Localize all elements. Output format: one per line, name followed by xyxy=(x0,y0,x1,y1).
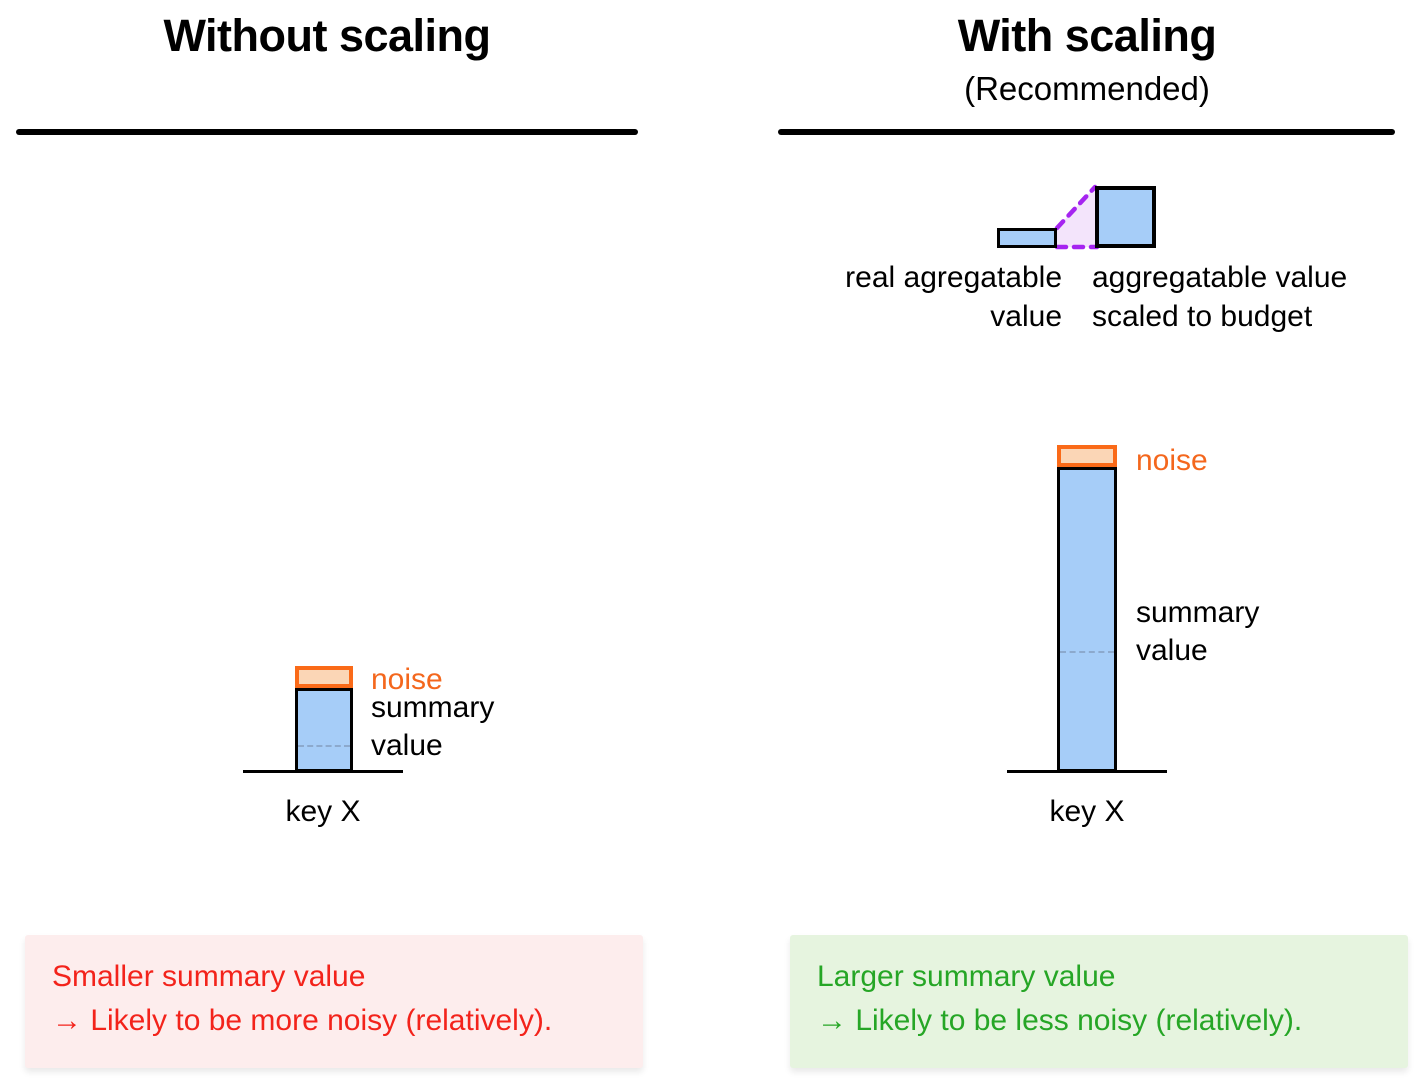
left-summary-value-bar xyxy=(295,688,353,772)
right-note-box: Larger summary value → Likely to be less… xyxy=(790,935,1408,1068)
left-summary-value-label: summary value xyxy=(371,691,495,762)
scaling-diagonal-dashed-line xyxy=(1054,184,1098,231)
right-summary-value-label: summary value xyxy=(1136,596,1260,667)
left-note-line-2: → Likely to be more noisy (relatively). xyxy=(52,1004,553,1037)
right-note-line-2: → Likely to be less noisy (relatively). xyxy=(817,1004,1303,1037)
left-column-divider-rule xyxy=(16,129,638,135)
scaled-aggregatable-value-label: aggregatable value scaled to budget xyxy=(1092,261,1348,333)
right-axis-baseline xyxy=(1007,770,1167,773)
scaling-region-fill xyxy=(1057,187,1095,247)
right-column-title: With scaling xyxy=(957,10,1217,61)
scaled-aggregatable-value-rect xyxy=(1095,186,1156,248)
left-bar-contribution-divider xyxy=(298,745,350,747)
right-noise-label: noise xyxy=(1136,444,1208,477)
right-bar-contribution-divider xyxy=(1060,651,1114,653)
scaling-trapezoid-graphic xyxy=(1054,184,1100,250)
left-axis-baseline xyxy=(243,770,403,773)
real-aggregatable-value-rect xyxy=(997,228,1057,248)
left-note-box: Smaller summary value → Likely to be mor… xyxy=(25,935,643,1068)
right-column-subtitle: (Recommended) xyxy=(964,70,1210,107)
right-summary-value-bar xyxy=(1057,467,1117,772)
right-column-divider-rule xyxy=(778,129,1395,135)
right-noise-bar-segment xyxy=(1057,445,1117,467)
real-aggregatable-value-label: real agregatable value xyxy=(845,261,1062,333)
right-note-line-1: Larger summary value xyxy=(817,960,1116,993)
left-axis-key-label: key X xyxy=(285,795,361,828)
left-noise-label: noise xyxy=(371,663,443,696)
right-axis-key-label: key X xyxy=(1049,795,1125,828)
left-column-title: Without scaling xyxy=(163,10,491,61)
left-note-line-1: Smaller summary value xyxy=(52,960,366,993)
left-noise-bar-segment xyxy=(295,666,353,688)
